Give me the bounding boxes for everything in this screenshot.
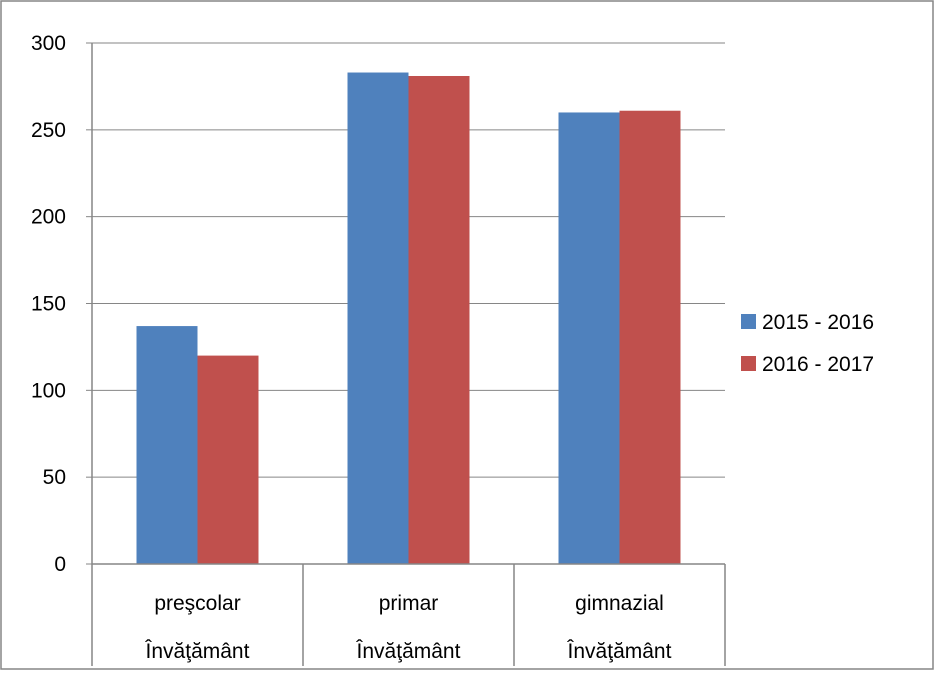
bars	[136, 72, 681, 565]
legend-label: 2016 - 2017	[762, 353, 874, 376]
x-group-label: Învăţământ	[356, 640, 461, 663]
y-tick-label: 50	[43, 466, 66, 489]
x-category-label: primar	[379, 592, 439, 615]
y-tick-label: 150	[31, 293, 66, 316]
bar-2015-2016-0	[136, 326, 198, 564]
y-tick-label: 200	[31, 206, 66, 229]
bar-2016-2017-1	[408, 75, 470, 564]
axes: 0 50 100 150 200 250 300 preşcolar Învăţământ pri…	[31, 32, 726, 666]
legend-swatch	[741, 356, 756, 371]
x-category-label: gimnazial	[575, 592, 664, 615]
legend-label: 2015 - 2016	[762, 311, 874, 334]
bar-2016-2017-0	[197, 355, 259, 564]
y-tick-label: 250	[31, 119, 66, 142]
bar-2015-2016-2	[558, 112, 620, 564]
y-tick-label: 300	[31, 32, 66, 55]
legend-swatch	[741, 314, 756, 329]
y-tick-label: 0	[54, 553, 66, 576]
x-category-label: preşcolar	[154, 592, 240, 615]
x-group-label: Învăţământ	[567, 640, 672, 663]
x-group-label: Învăţământ	[145, 640, 250, 663]
bar-2015-2016-1	[347, 72, 409, 565]
y-tick-label: 100	[31, 379, 66, 402]
legend: 2015 - 2016 2016 - 2017	[741, 311, 874, 376]
bar-2016-2017-2	[619, 110, 681, 564]
